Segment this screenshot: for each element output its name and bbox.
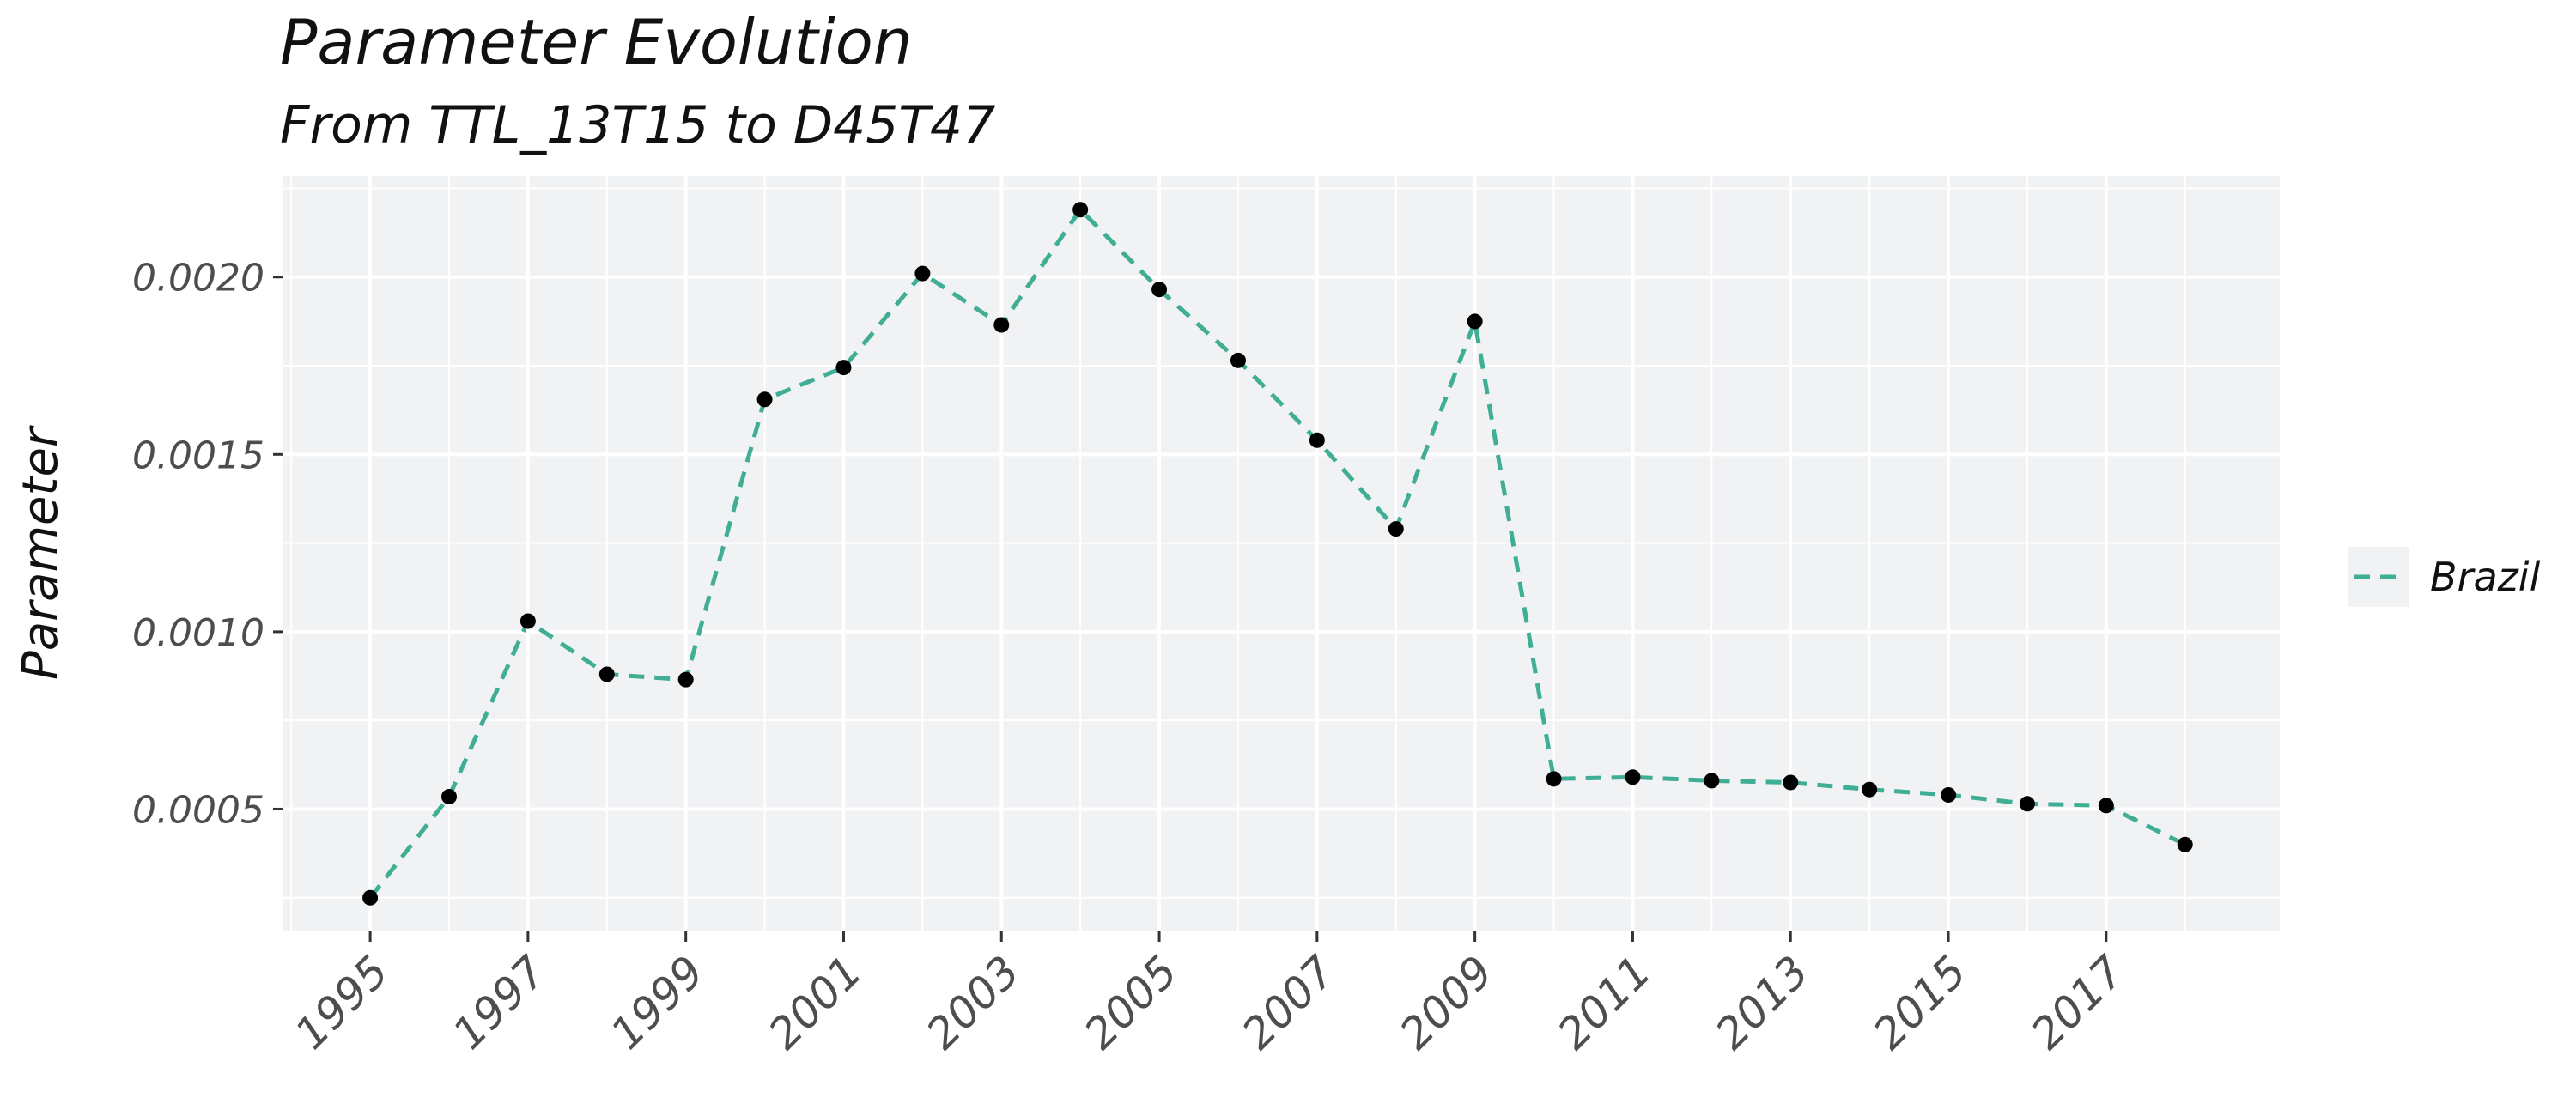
data-point xyxy=(1783,774,1799,791)
data-point xyxy=(2098,798,2114,814)
y-axis-tick-label: 0.0020 xyxy=(132,257,264,300)
y-axis-tick-label: 0.0010 xyxy=(132,611,264,655)
data-point xyxy=(2019,796,2035,812)
data-point xyxy=(598,666,615,682)
x-axis-tick-label: 1995 xyxy=(286,946,398,1058)
data-point xyxy=(1151,282,1168,298)
chart-subtitle: From TTL_13T15 to D45T47 xyxy=(280,95,995,155)
series-line-brazil xyxy=(368,206,2186,900)
data-point xyxy=(993,317,1010,333)
x-axis-tick-label: 2001 xyxy=(759,946,872,1058)
x-axis-tick-label: 2003 xyxy=(917,946,1030,1058)
data-point xyxy=(1467,313,1483,330)
x-axis-tick-label: 1999 xyxy=(601,946,714,1058)
data-point xyxy=(440,789,457,805)
y-axis-tick-label: 0.0005 xyxy=(132,788,264,832)
plot-panel xyxy=(283,176,2280,931)
legend-label: Brazil xyxy=(2430,554,2541,600)
data-point xyxy=(677,671,694,688)
major-gridlines xyxy=(283,176,2280,931)
data-point xyxy=(1862,781,1878,798)
data-point xyxy=(1625,769,1641,785)
data-point xyxy=(2177,836,2193,852)
data-point xyxy=(756,391,773,408)
x-axis-tick-label: 2007 xyxy=(1232,946,1345,1058)
minor-gridlines xyxy=(283,176,2280,931)
x-axis-tick-label: 2015 xyxy=(1864,946,1977,1058)
data-point xyxy=(1941,786,1957,803)
chart-title: Parameter Evolution xyxy=(280,6,912,78)
data-point xyxy=(1230,352,1246,368)
data-point xyxy=(914,265,931,282)
legend: Brazil xyxy=(2348,547,2541,607)
data-point xyxy=(519,613,536,629)
y-axis-tick-labels: 0.0005 0.0010 0.0015 0.0020 xyxy=(132,257,264,833)
x-axis-tick-label: 2017 xyxy=(2021,946,2134,1058)
x-axis-tick-label: 2009 xyxy=(1390,946,1503,1058)
x-axis-tick-label: 1997 xyxy=(443,946,556,1058)
data-point xyxy=(362,889,379,906)
series-lines xyxy=(368,206,2186,900)
data-point xyxy=(1309,432,1325,448)
data-point xyxy=(1546,771,1562,787)
data-point xyxy=(835,360,852,376)
data-point xyxy=(1072,202,1089,218)
x-axis-tick-label: 2013 xyxy=(1706,946,1819,1058)
y-axis-tick-label: 0.0015 xyxy=(132,434,264,477)
series-points xyxy=(362,202,2193,906)
x-axis-tick-label: 2005 xyxy=(1075,946,1188,1058)
axis-ticks xyxy=(273,276,2108,942)
x-axis-tick-label: 2011 xyxy=(1548,946,1661,1058)
data-point xyxy=(1704,773,1720,789)
y-axis-title: Parameter xyxy=(13,425,69,680)
data-point xyxy=(1388,521,1404,537)
x-axis-tick-labels: 1995 1997 1999 2001 2003 2005 2007 2009 2011 2013… xyxy=(286,946,2135,1058)
